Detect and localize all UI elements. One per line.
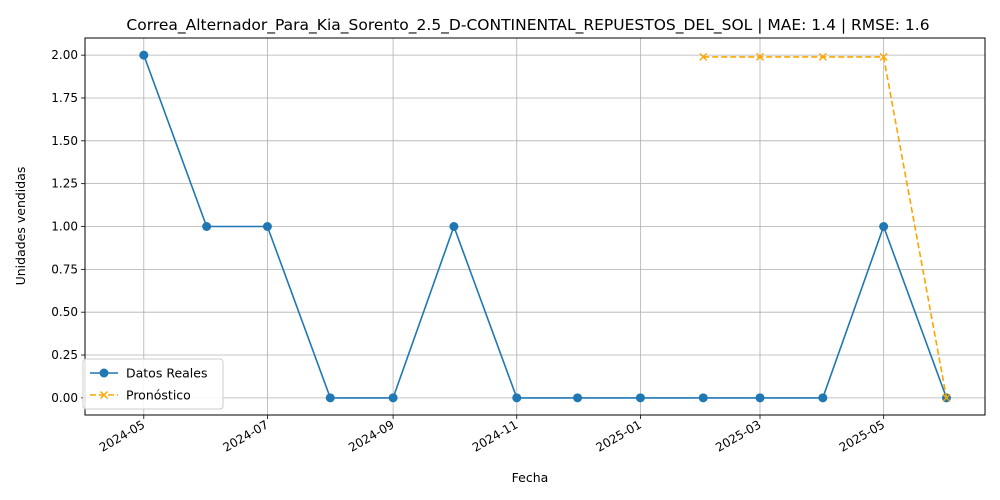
data-point [879, 222, 889, 231]
y-tick-label: 1.25 [51, 177, 78, 191]
data-point [698, 393, 708, 403]
data-point-stroke [818, 52, 827, 61]
data-point [755, 393, 765, 403]
y-tick-label: 0.00 [51, 391, 78, 405]
y-tick-label: 0.50 [51, 305, 78, 319]
data-point [202, 222, 212, 231]
data-point [756, 52, 764, 61]
y-axis-label: Unidades vendidas [13, 167, 28, 286]
data-point-stroke [879, 52, 888, 61]
y-tick-label: 0.75 [51, 262, 78, 276]
x-tick-label: 2025-03 [713, 417, 763, 454]
x-tick-label: 2025-01 [593, 417, 643, 454]
data-point [262, 222, 272, 231]
x-tick-label: 2024-11 [470, 417, 520, 454]
y-tick-label: 2.00 [51, 48, 78, 62]
chart-title: Correa_Alternador_Para_Kia_Sorento_2.5_D… [126, 16, 929, 35]
x-tick-label: 2024-09 [346, 417, 396, 454]
y-tick-label: 0.25 [51, 348, 78, 362]
y-tick-label: 1.75 [51, 91, 78, 105]
data-point-stroke [756, 52, 764, 61]
y-tick-label: 1.00 [51, 220, 78, 234]
x-axis-label: Fecha [512, 470, 549, 485]
data-point [818, 52, 827, 61]
data-point [573, 393, 583, 403]
x-axis: 2024-05 2024-07 2024-09 2024-11 2025-01 2025-… [97, 415, 887, 455]
data-point [942, 393, 951, 402]
y-tick-label: 1.50 [51, 134, 78, 148]
data-point [818, 393, 828, 403]
data-point [325, 393, 335, 403]
data-point [139, 50, 149, 60]
x-tick-label: 2025-05 [837, 417, 887, 454]
data-point [388, 393, 398, 403]
data-point [449, 222, 459, 231]
legend-label: Datos Reales [126, 366, 207, 381]
data-point [879, 52, 888, 61]
data-point [512, 393, 522, 403]
series-line-1 [143, 54, 948, 399]
legend-label: Pronóstico [126, 388, 191, 403]
data-point-stroke [699, 52, 708, 61]
data-point [699, 52, 708, 61]
series-layer [139, 50, 951, 403]
legend-marker [100, 391, 108, 399]
legend-frame [82, 358, 224, 410]
series-line-2 [703, 56, 948, 399]
legend: Datos Reales Pronóstico [82, 358, 224, 410]
data-point-stroke [942, 393, 951, 402]
legend-marker [99, 368, 109, 378]
data-point [635, 393, 645, 403]
y-axis: 0.00 0.25 0.50 0.75 1.00 1.25 1.50 1.75 2.00 [51, 48, 85, 405]
x-tick-label: 2024-07 [221, 417, 271, 454]
x-tick-label: 2024-05 [97, 417, 147, 454]
